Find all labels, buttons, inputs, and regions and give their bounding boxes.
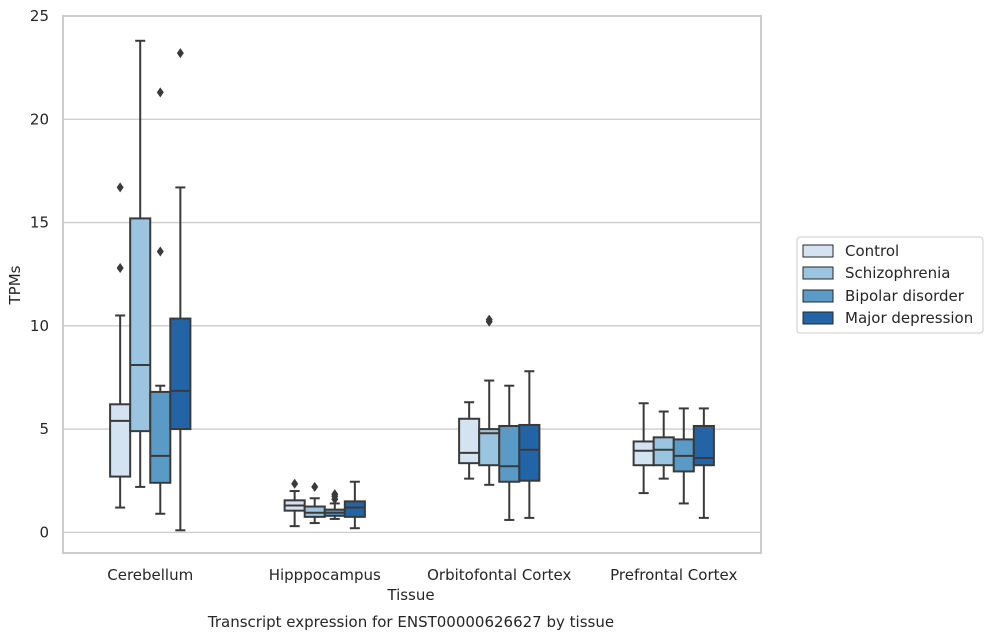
box-control-orbitofontal-cortex <box>458 401 481 480</box>
plot-frame <box>62 15 762 554</box>
box-body <box>458 417 481 465</box>
box-body <box>343 500 366 518</box>
box-body <box>652 436 675 467</box>
legend: Control Schizophrenia Bipolar disorder M… <box>796 236 984 334</box>
y-tick-label: 5 <box>39 420 49 438</box>
y-tick-label: 15 <box>30 214 49 232</box>
box-control-prefrontal-cortex <box>632 402 655 495</box>
legend-swatch-major-depression <box>802 311 834 325</box>
legend-label-major-depression: Major depression <box>845 309 973 327</box>
outlier-point <box>156 87 164 98</box>
outlier-point <box>176 48 184 59</box>
y-axis-ticks: 0 5 10 15 20 25 <box>30 7 49 541</box>
legend-swatch-bipolar-disorder <box>802 289 834 303</box>
outlier-point <box>116 262 124 273</box>
box-bipolar-disorder-hipppocampus <box>323 489 346 520</box>
box-body <box>498 424 521 483</box>
x-tick-label: Orbitofontal Cortex <box>427 566 571 584</box>
box-bipolar-disorder-prefrontal-cortex <box>672 407 695 505</box>
legend-swatch-schizophrenia <box>802 266 834 280</box>
legend-frame <box>796 236 984 334</box>
box-schizophrenia-hipppocampus <box>303 481 326 525</box>
y-tick-label: 0 <box>39 523 49 541</box>
box-control-hipppocampus <box>283 478 306 528</box>
x-axis-label: Tissue <box>386 586 434 604</box>
box-major-depression-prefrontal-cortex <box>692 407 715 519</box>
legend-label-schizophrenia: Schizophrenia <box>845 264 950 282</box>
outlier-point <box>291 478 299 489</box>
box-body <box>518 423 541 482</box>
legend-swatch-control <box>802 244 834 258</box>
box-schizophrenia-cerebellum <box>129 39 152 488</box>
x-tick-label: Hipppocampus <box>269 566 381 584</box>
box-body <box>149 390 172 484</box>
box-bipolar-disorder-cerebellum <box>149 87 172 515</box>
box-body <box>169 317 192 431</box>
box-series <box>109 39 715 532</box>
outlier-point <box>311 481 319 492</box>
chart-caption: Transcript expression for ENST0000062662… <box>207 613 614 631</box>
box-body <box>632 440 655 467</box>
outlier-point <box>156 246 164 257</box>
box-schizophrenia-orbitofontal-cortex <box>478 314 501 486</box>
box-major-depression-orbitofontal-cortex <box>518 370 541 519</box>
box-body <box>129 217 152 433</box>
box-body <box>478 428 501 467</box>
legend-label-control: Control <box>845 242 899 260</box>
x-tick-label: Cerebellum <box>107 566 193 584</box>
box-bipolar-disorder-orbitofontal-cortex <box>498 384 521 521</box>
y-tick-label: 10 <box>30 317 49 335</box>
y-tick-label: 25 <box>30 7 49 25</box>
box-body <box>692 424 715 467</box>
box-body <box>303 505 326 518</box>
outlier-point <box>485 314 493 325</box>
x-axis-ticks: Cerebellum Hipppocampus Orbitofontal Corte… <box>107 566 737 584</box>
box-schizophrenia-prefrontal-cortex <box>652 410 675 480</box>
box-major-depression-cerebellum <box>169 48 192 532</box>
box-control-cerebellum <box>109 182 132 509</box>
x-tick-label: Prefrontal Cortex <box>610 566 737 584</box>
outlier-point <box>116 182 124 193</box>
y-tick-label: 20 <box>30 110 49 128</box>
box-major-depression-hipppocampus <box>343 480 366 530</box>
legend-label-bipolar-disorder: Bipolar disorder <box>845 287 965 305</box>
y-axis-label: TPMs <box>6 265 24 305</box>
box-body <box>109 403 132 478</box>
outlier-point <box>331 489 339 500</box>
